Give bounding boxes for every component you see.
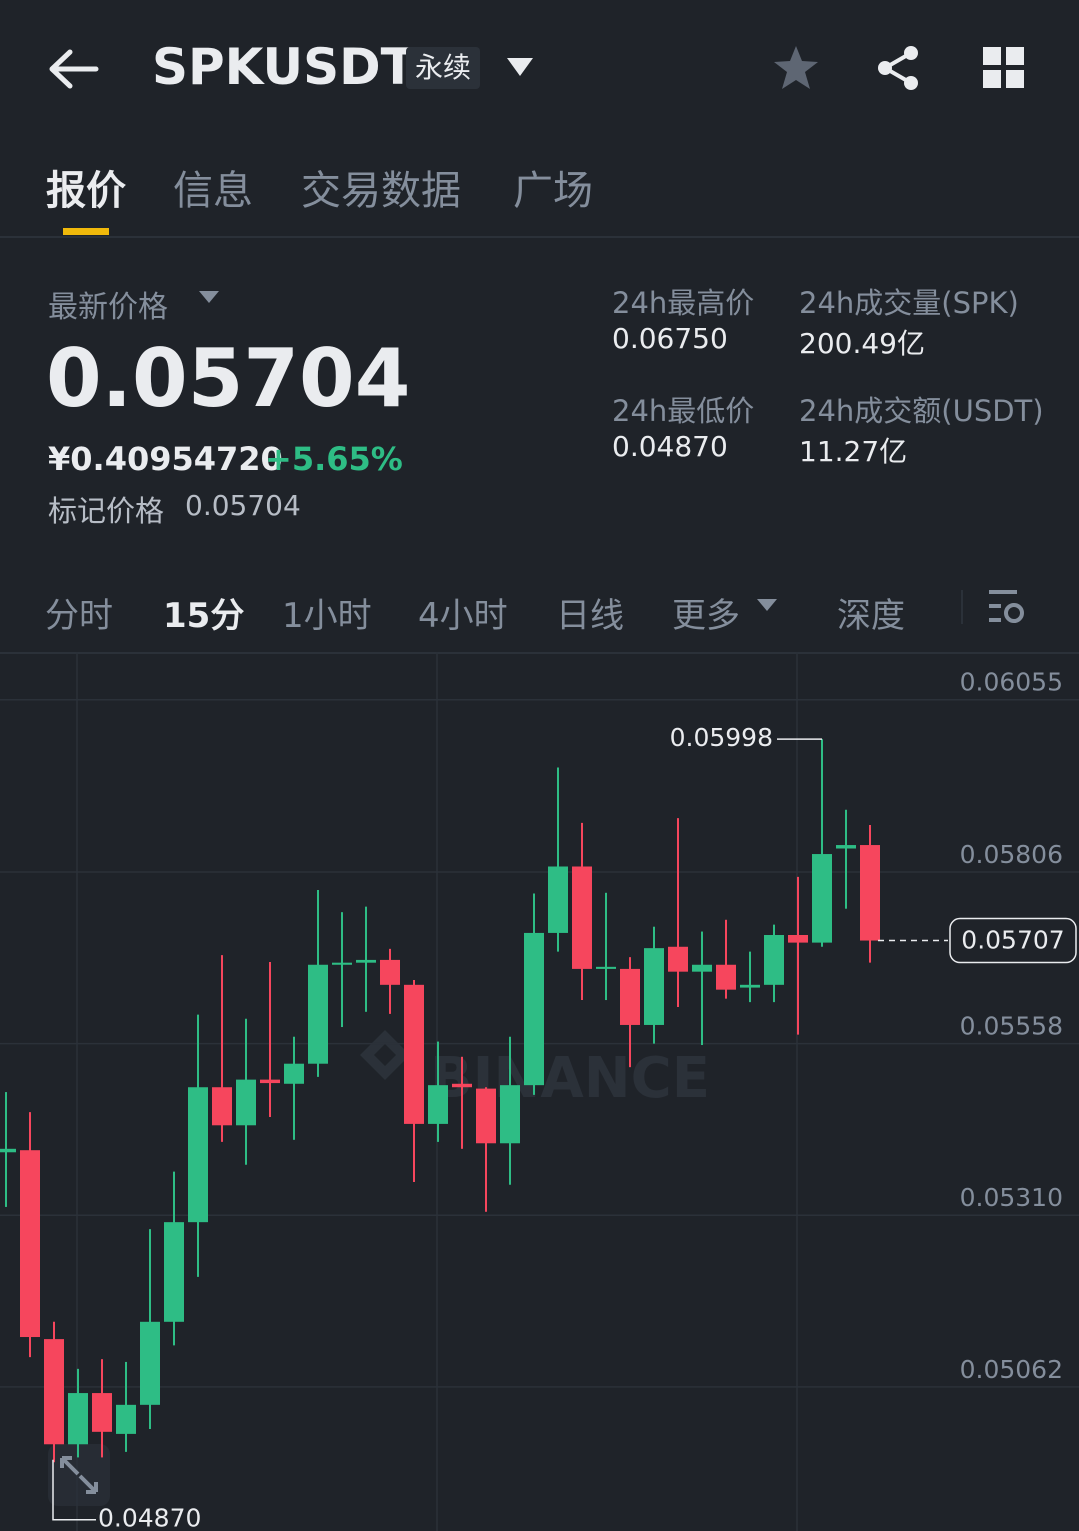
- tab[interactable]: 交易数据: [301, 168, 461, 214]
- expand-button[interactable]: [48, 1444, 110, 1506]
- stat-label: 24h最低价: [612, 394, 755, 428]
- stat-label: 24h最高价: [612, 286, 755, 320]
- candle-body: [860, 845, 880, 941]
- candle-body: [476, 1088, 496, 1144]
- tab[interactable]: 广场: [513, 168, 593, 214]
- candle-body: [524, 932, 544, 1086]
- candle-body: [92, 1393, 112, 1432]
- divider: [961, 590, 963, 624]
- candle-body: [500, 1085, 520, 1144]
- y-tick-label: 0.06055: [960, 668, 1063, 697]
- candle-body: [20, 1150, 40, 1338]
- candle-body: [452, 1083, 472, 1088]
- candle-body: [740, 984, 760, 988]
- candle-body: [68, 1393, 88, 1445]
- watermark: BINANCE: [430, 1046, 710, 1111]
- candle-body: [596, 966, 616, 969]
- last-price: 0.05704: [46, 332, 411, 425]
- candlestick-chart: BINANCE 0.06055 0.05806 0.05558 0.05310 0.05…: [0, 652, 1079, 1531]
- candle-body: [572, 866, 592, 969]
- interval-tab[interactable]: 1小时: [282, 596, 372, 636]
- interval-tab[interactable]: 更多: [672, 596, 740, 636]
- price-dropdown[interactable]: [198, 290, 220, 304]
- y-tick-label: 0.05806: [960, 840, 1063, 869]
- stat-value: 0.06750: [612, 322, 728, 355]
- candle-body: [188, 1087, 208, 1223]
- price-label: 最新价格: [48, 290, 168, 325]
- watermark-logo: [360, 1030, 410, 1080]
- mark-price: 0.05704: [185, 489, 301, 522]
- candle-body: [692, 964, 712, 972]
- candle-body: [716, 964, 736, 990]
- candle-body: [212, 1087, 232, 1126]
- candle-body: [164, 1222, 184, 1322]
- last-price-label: 0.05707: [961, 926, 1064, 955]
- interval-tab[interactable]: 日线: [556, 596, 624, 636]
- candle-body: [548, 866, 568, 933]
- candle-body: [0, 1148, 16, 1153]
- candle-body: [308, 964, 328, 1064]
- y-tick-label: 0.05558: [960, 1012, 1063, 1041]
- cny-price: ¥0.40954720: [48, 440, 283, 478]
- share-button[interactable]: [874, 44, 922, 92]
- candle-body: [404, 984, 424, 1124]
- candle-body: [620, 968, 640, 1025]
- price-change: +5.65%: [265, 440, 403, 478]
- interval-tab[interactable]: 15分: [163, 596, 245, 636]
- candle-body: [668, 946, 688, 972]
- interval-tab[interactable]: 4小时: [418, 596, 508, 636]
- last-price-box: [949, 917, 1077, 964]
- low-marker-line: [52, 1459, 96, 1521]
- stat-value: 11.27亿: [799, 435, 908, 468]
- symbol-dropdown[interactable]: [505, 56, 535, 78]
- stat-value: 0.04870: [612, 430, 728, 463]
- interval-tab[interactable]: 分时: [45, 596, 113, 636]
- chart-settings[interactable]: [987, 588, 1027, 626]
- favorite-button[interactable]: [772, 44, 820, 92]
- candle-body: [236, 1079, 256, 1126]
- y-tick-label: 0.05310: [960, 1183, 1063, 1212]
- candle-body: [44, 1339, 64, 1445]
- mark-price-label: 标记价格: [48, 494, 165, 528]
- candle-body: [332, 962, 352, 965]
- back-button[interactable]: [48, 48, 100, 90]
- candle-body: [644, 948, 664, 1025]
- menu-button[interactable]: [983, 47, 1025, 89]
- candle-body: [788, 935, 808, 943]
- candle-body: [356, 959, 376, 963]
- y-tick-label: 0.05062: [960, 1355, 1063, 1384]
- candle-body: [116, 1404, 136, 1434]
- stat-label: 24h成交额(USDT): [799, 394, 1044, 428]
- tab[interactable]: 报价: [46, 168, 126, 214]
- low-marker-label: 0.04870: [98, 1504, 201, 1531]
- candle-body: [836, 845, 856, 849]
- symbol[interactable]: SPKUSDT: [152, 38, 415, 96]
- stat-value: 200.49亿: [799, 327, 925, 360]
- candle-body: [428, 1085, 448, 1124]
- divider: [0, 236, 1079, 238]
- interval-tab[interactable]: 深度: [837, 596, 905, 636]
- high-marker-label: 0.05998: [670, 723, 773, 752]
- tab[interactable]: 信息: [173, 168, 253, 214]
- candle-body: [812, 854, 832, 943]
- candle-body: [380, 959, 400, 985]
- more-dropdown[interactable]: [756, 598, 778, 612]
- active-tab-indicator: [63, 228, 109, 235]
- candle-body: [764, 935, 784, 985]
- candle-body: [260, 1079, 280, 1084]
- candle-body: [140, 1321, 160, 1405]
- stat-label: 24h成交量(SPK): [799, 286, 1019, 320]
- contract-tag: 永续: [406, 47, 481, 89]
- candle-body: [284, 1063, 304, 1084]
